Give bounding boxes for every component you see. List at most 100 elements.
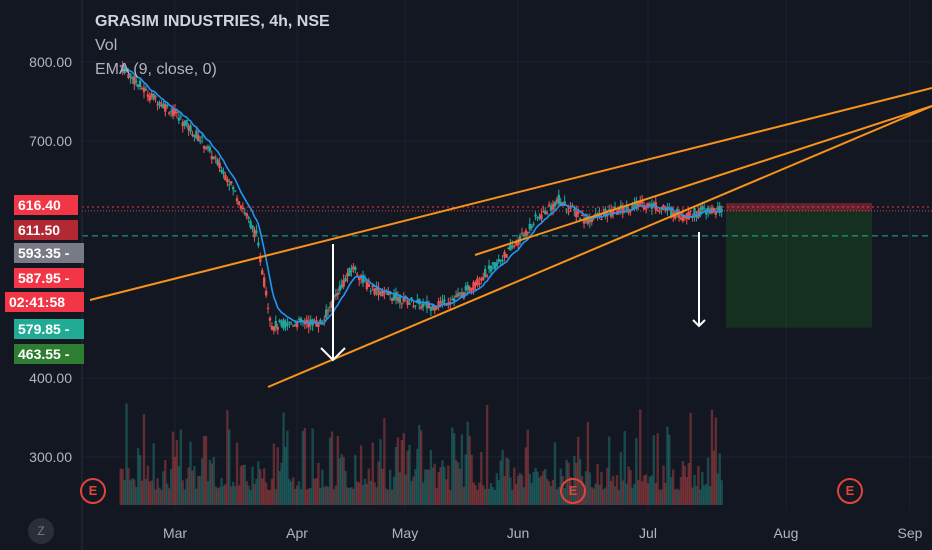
- symbol-title[interactable]: GRASIM INDUSTRIES, 4h, NSE: [95, 13, 330, 30]
- timezone-button[interactable]: Z: [28, 518, 54, 544]
- volume-bar: [197, 475, 200, 505]
- y-tick-label: 800.00: [29, 54, 72, 70]
- volume-bar: [348, 488, 351, 505]
- candle-body: [150, 93, 153, 97]
- candle-body: [352, 266, 355, 270]
- candle-body: [462, 292, 466, 299]
- ema-legend[interactable]: EMA (9, close, 0): [95, 61, 217, 78]
- volume-bar: [354, 455, 357, 505]
- price-label-entry: 611.50: [14, 220, 78, 240]
- volume-bar: [602, 489, 605, 505]
- volume-bar: [210, 463, 214, 505]
- trendline-lower[interactable]: [474, 105, 932, 256]
- candle-body: [365, 281, 369, 290]
- candle-body: [346, 272, 349, 277]
- volume-bar: [162, 471, 165, 505]
- volume-bar: [443, 466, 446, 505]
- volume-bar: [652, 435, 656, 505]
- candle-body: [664, 208, 667, 210]
- x-tick-label: Jun: [506, 525, 530, 541]
- candle-body: [571, 205, 574, 207]
- candle-body: [276, 327, 279, 330]
- candle-body: [427, 303, 431, 308]
- volume-bar: [596, 464, 599, 505]
- candle-body: [282, 319, 285, 329]
- candle-body: [264, 290, 268, 296]
- volume-bar: [371, 442, 374, 505]
- candle-body: [563, 201, 566, 206]
- volume-bar: [687, 462, 690, 505]
- volume-bar: [703, 485, 706, 505]
- volume-bar: [608, 436, 611, 505]
- volume-bar: [150, 480, 153, 505]
- price-label-ema: 579.85 -: [14, 319, 84, 339]
- candle-body: [478, 283, 481, 285]
- volume-legend[interactable]: Vol: [95, 37, 118, 54]
- earnings-icon[interactable]: E: [560, 478, 586, 504]
- volume-bar: [435, 488, 438, 505]
- volume-bar: [577, 436, 580, 505]
- volume-bar: [404, 474, 407, 505]
- volume-bar: [491, 487, 495, 505]
- candle-body: [507, 247, 510, 250]
- volume-bar: [406, 450, 409, 505]
- candle-body: [534, 214, 537, 217]
- candle-body: [414, 305, 417, 307]
- volume-bar: [520, 474, 524, 505]
- candle-body: [303, 321, 307, 325]
- candle-body: [697, 211, 700, 218]
- candle-body: [367, 283, 371, 288]
- volume-bar: [650, 475, 654, 505]
- volume-bar: [452, 433, 456, 505]
- candle-body: [545, 212, 549, 214]
- candle-body: [123, 68, 126, 74]
- candle-body: [646, 203, 650, 209]
- candle-body: [133, 76, 136, 85]
- candle-body: [683, 216, 687, 219]
- earnings-icon[interactable]: E: [80, 478, 106, 504]
- volume-bar: [313, 478, 316, 505]
- volume-bar: [672, 469, 675, 505]
- volume-bar: [712, 450, 716, 505]
- volume-bar: [377, 461, 380, 505]
- candle-body: [119, 65, 122, 67]
- volume-bar: [644, 474, 648, 505]
- candle-body: [503, 251, 506, 258]
- volume-bar: [284, 446, 287, 505]
- candle-body: [191, 133, 194, 136]
- volume-bar: [637, 480, 640, 505]
- volume-bar: [549, 486, 553, 505]
- candle-body: [259, 256, 262, 263]
- candle-body: [286, 323, 289, 326]
- candle-body: [338, 286, 341, 292]
- candle-body: [245, 213, 248, 217]
- candle-body: [458, 292, 462, 294]
- candle-body: [472, 282, 475, 290]
- earnings-icon[interactable]: E: [837, 478, 863, 504]
- volume-bar: [301, 430, 305, 505]
- candle-body: [530, 225, 533, 228]
- volume-bar: [144, 479, 148, 505]
- volume-bar: [547, 481, 551, 505]
- candle-body: [317, 324, 320, 327]
- candle-body: [561, 203, 564, 206]
- down-arrow[interactable]: [692, 232, 706, 328]
- candle-body: [540, 214, 543, 220]
- candle-body: [154, 96, 157, 98]
- volume-bar: [202, 436, 206, 505]
- volume-bar: [639, 409, 642, 505]
- candle-body: [547, 204, 551, 207]
- trendline-support[interactable]: [267, 105, 932, 388]
- candle-body: [140, 88, 144, 90]
- candle-body: [681, 214, 685, 222]
- trendline-upper[interactable]: [89, 87, 932, 301]
- candle-body: [567, 210, 570, 213]
- candle-body: [142, 87, 146, 93]
- price-label-target: 463.55 -: [14, 344, 84, 364]
- volume-bar: [472, 482, 475, 505]
- down-arrow[interactable]: [320, 244, 346, 362]
- x-tick-label: Sep: [897, 525, 923, 541]
- volume-bar: [683, 465, 687, 505]
- candle-body: [514, 241, 518, 245]
